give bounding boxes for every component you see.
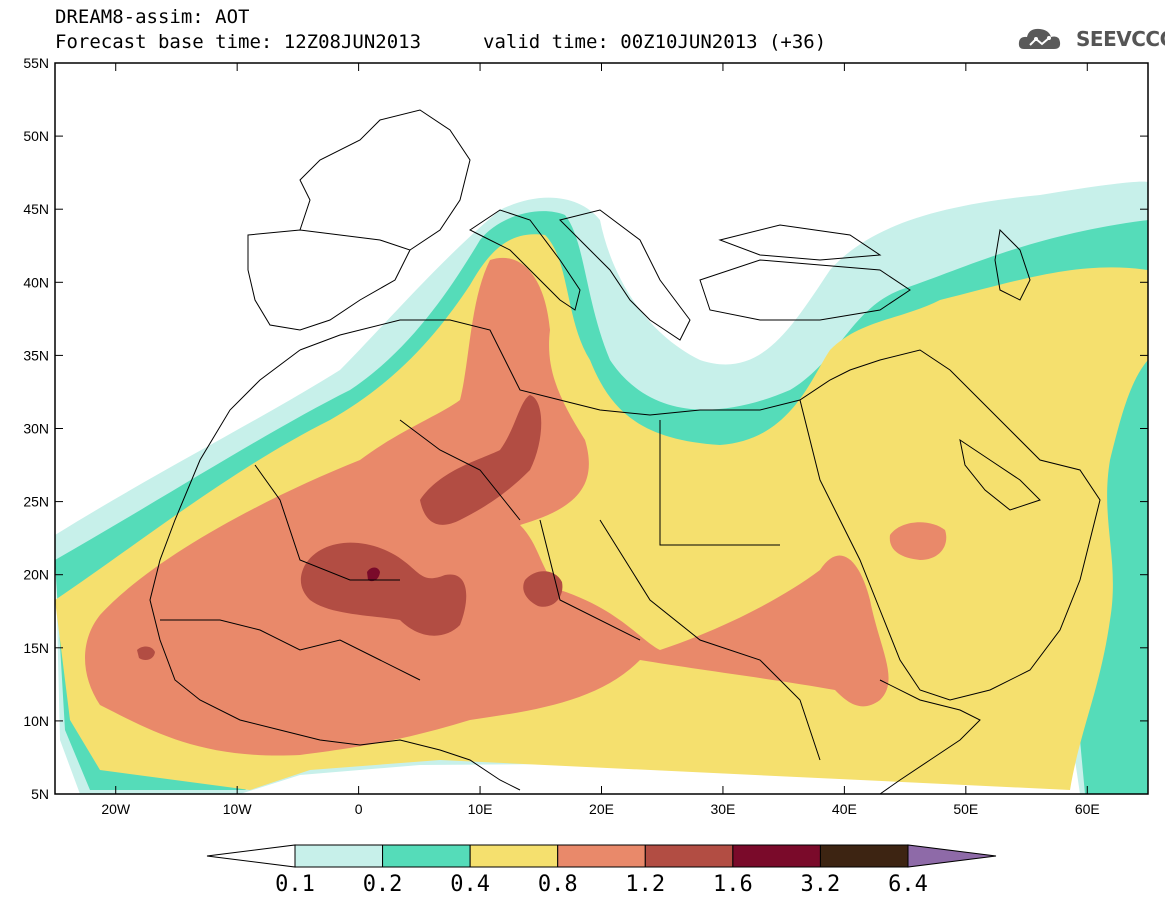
aot-band-0.8-arabia bbox=[889, 522, 947, 560]
lat-label: 15N bbox=[23, 640, 49, 656]
valid-time: valid time: 00Z10JUN2013 (+36) bbox=[483, 31, 827, 53]
colorbar-label: 1.2 bbox=[625, 872, 665, 897]
lon-label: 30E bbox=[710, 801, 735, 817]
aot-band-1.2 bbox=[300, 542, 467, 636]
lon-label: 50E bbox=[953, 801, 978, 817]
lat-label: 5N bbox=[31, 786, 49, 802]
lon-label: 60E bbox=[1075, 801, 1100, 817]
colorbar-label: 1.6 bbox=[713, 872, 753, 897]
aot-field bbox=[55, 63, 1148, 794]
colorbar-low-arrow bbox=[206, 844, 296, 868]
lon-label: 0 bbox=[355, 801, 363, 817]
lat-label: 25N bbox=[23, 494, 49, 510]
forecast-base-time: Forecast base time: 12Z08JUN2013 bbox=[55, 31, 422, 53]
aot-band-1.2-east bbox=[523, 571, 563, 607]
aot-band-1.2-north bbox=[420, 395, 542, 525]
map-title: DREAM8-assim: AOT bbox=[55, 6, 250, 28]
aot-band-1.2-west bbox=[137, 646, 155, 660]
lat-label: 55N bbox=[23, 55, 49, 71]
colorbar-label: 0.4 bbox=[450, 872, 490, 897]
colorbar-segment bbox=[469, 844, 559, 868]
lon-label: 20W bbox=[101, 801, 131, 817]
coastlines bbox=[149, 109, 1101, 794]
cloud-icon bbox=[1018, 28, 1061, 49]
colorbar-segment bbox=[819, 844, 909, 868]
lon-label: 10E bbox=[468, 801, 493, 817]
colorbar-label: 3.2 bbox=[801, 872, 841, 897]
brand-name: SEEVCCC bbox=[1076, 27, 1165, 51]
lat-label: 40N bbox=[23, 274, 49, 290]
lon-label: 10W bbox=[223, 801, 253, 817]
colorbar-segment bbox=[382, 844, 471, 868]
lat-label: 30N bbox=[23, 421, 49, 437]
aot-band-1.6 bbox=[367, 567, 380, 582]
lat-label: 50N bbox=[23, 128, 49, 144]
colorbar-segment bbox=[294, 844, 384, 868]
lon-label: 20E bbox=[589, 801, 614, 817]
lat-label: 10N bbox=[23, 713, 49, 729]
longitude-axis: 20W 10W 0 10E 20E 30E 40E 50E 60E bbox=[101, 63, 1100, 817]
aot-band-0.8 bbox=[85, 257, 889, 756]
colorbar-label: 0.2 bbox=[363, 872, 403, 897]
latitude-axis: 55N 50N 45N 40N 35N 30N 25N 20N 15N 10N 5N bbox=[23, 55, 1148, 802]
colorbar-label: 6.4 bbox=[888, 872, 928, 897]
seevccc-logo: SEEVCCC bbox=[1018, 25, 1165, 53]
lat-label: 35N bbox=[23, 347, 49, 363]
colorbar-label: 0.8 bbox=[538, 872, 578, 897]
colorbar: 0.1 0.2 0.4 0.8 1.2 1.6 3.2 6.4 bbox=[206, 844, 997, 897]
colorbar-segment bbox=[732, 844, 821, 868]
colorbar-segment bbox=[644, 844, 734, 868]
lat-label: 20N bbox=[23, 567, 49, 583]
colorbar-high-arrow bbox=[907, 844, 997, 868]
colorbar-label: 0.1 bbox=[275, 872, 315, 897]
lon-label: 40E bbox=[832, 801, 857, 817]
lat-label: 45N bbox=[23, 201, 49, 217]
colorbar-segment bbox=[557, 844, 646, 868]
